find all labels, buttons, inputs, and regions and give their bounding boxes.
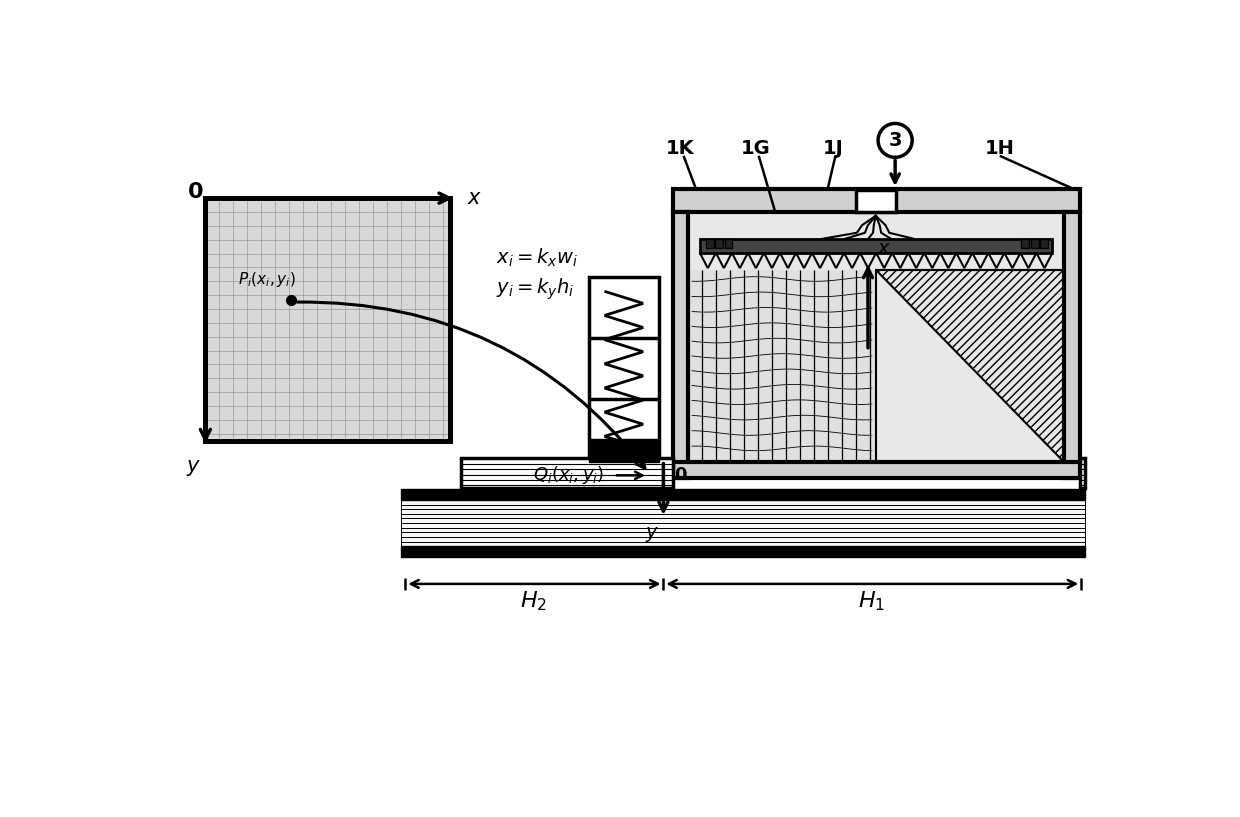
FancyArrowPatch shape: [298, 302, 645, 468]
Text: $Q_i(x_i, y_i)$: $Q_i(x_i, y_i)$: [533, 464, 604, 486]
Text: $x_i = k_x w_i$: $x_i = k_x w_i$: [496, 247, 578, 270]
Bar: [688, 212, 1064, 462]
Bar: [1040, 239, 1048, 248]
Text: $x$: $x$: [467, 188, 482, 208]
Bar: [402, 509, 1085, 514]
Bar: [1064, 212, 1080, 478]
Text: 1H: 1H: [985, 139, 1014, 158]
Bar: [672, 212, 688, 478]
Polygon shape: [875, 270, 1064, 462]
Text: $H_1$: $H_1$: [858, 589, 885, 613]
Circle shape: [878, 123, 913, 158]
Bar: [1030, 239, 1039, 248]
Bar: [402, 519, 1085, 523]
Bar: [206, 199, 449, 440]
Text: 0: 0: [675, 467, 687, 484]
Bar: [402, 489, 1085, 500]
Bar: [589, 278, 658, 462]
Bar: [672, 189, 1080, 212]
Text: $y$: $y$: [645, 525, 660, 544]
Bar: [699, 239, 1053, 252]
Bar: [715, 239, 723, 248]
Bar: [672, 462, 1080, 478]
Bar: [1080, 458, 1085, 488]
Text: 3: 3: [888, 131, 901, 150]
Bar: [402, 542, 1085, 547]
Text: 1G: 1G: [740, 139, 770, 158]
Bar: [706, 239, 714, 248]
Bar: [856, 190, 895, 212]
Bar: [724, 239, 733, 248]
Text: 1J: 1J: [823, 139, 843, 158]
Bar: [461, 458, 672, 488]
Bar: [402, 500, 1085, 505]
Bar: [402, 514, 1085, 519]
Bar: [402, 533, 1085, 537]
Text: 1K: 1K: [666, 139, 694, 158]
Bar: [402, 505, 1085, 509]
Bar: [206, 199, 449, 440]
Bar: [402, 537, 1085, 542]
Text: $x$: $x$: [878, 239, 892, 258]
Bar: [402, 547, 1085, 557]
Text: $H_2$: $H_2$: [521, 589, 548, 613]
Bar: [688, 270, 875, 462]
Text: $P_i(x_i,y_i)$: $P_i(x_i,y_i)$: [238, 270, 296, 289]
Text: $y$: $y$: [186, 458, 201, 479]
Bar: [402, 523, 1085, 528]
Bar: [402, 528, 1085, 533]
Text: $y_i = k_y h_i$: $y_i = k_y h_i$: [496, 276, 574, 301]
Bar: [875, 270, 1064, 462]
Bar: [1022, 239, 1029, 248]
Bar: [589, 440, 658, 462]
Text: 0: 0: [187, 182, 203, 202]
